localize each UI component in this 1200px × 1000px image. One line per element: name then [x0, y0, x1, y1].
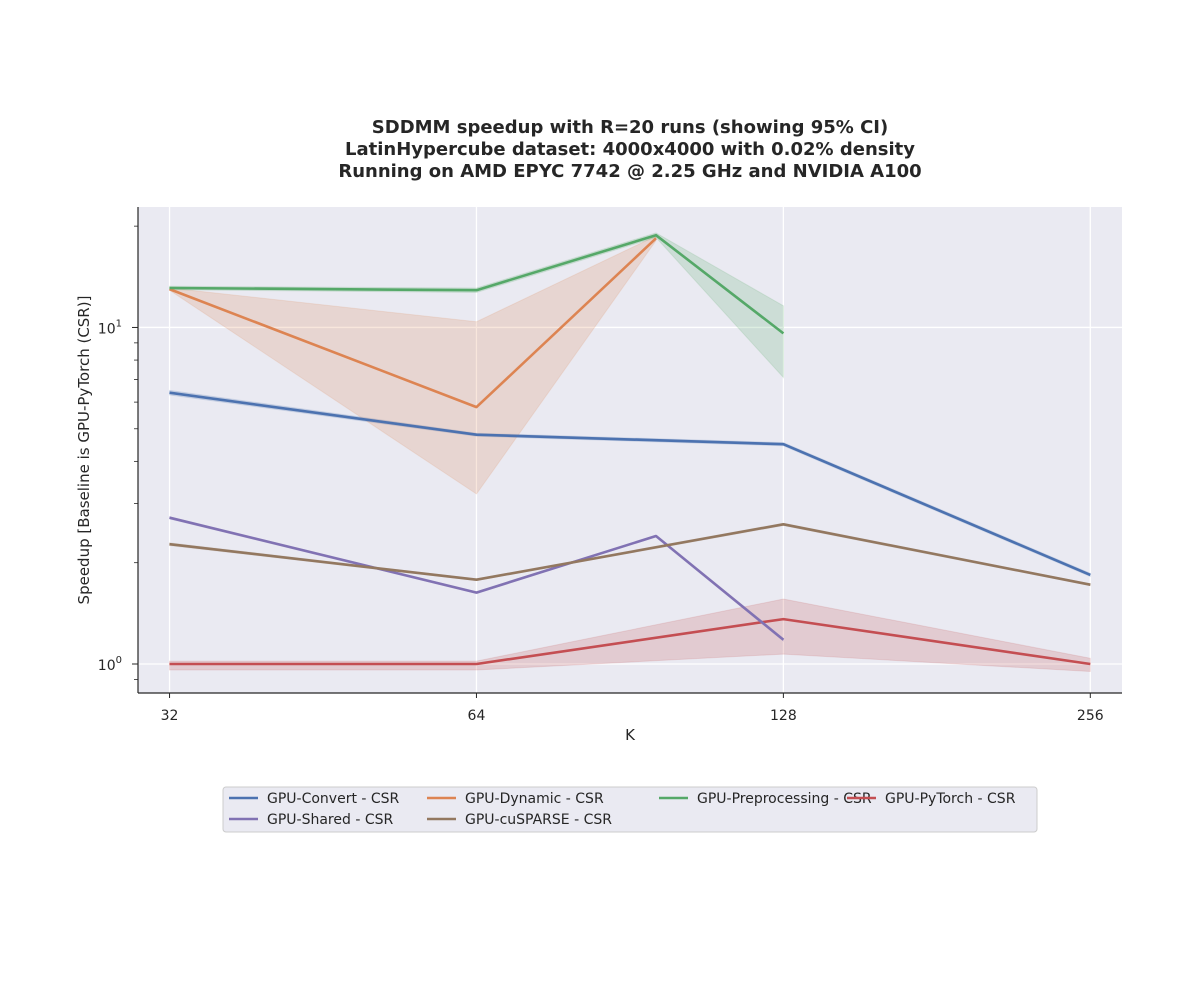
- ci-band-3: [169, 598, 1091, 673]
- legend-label-2: GPU-Preprocessing - CSR: [697, 791, 872, 807]
- series-line-0: [169, 391, 1091, 577]
- ci-band-0: [169, 389, 1091, 578]
- legend-label-4: GPU-Shared - CSR: [267, 812, 393, 828]
- chart-title: SDDMM speedup with R=20 runs (showing 95…: [338, 117, 921, 182]
- legend-label-0: GPU-Convert - CSR: [267, 791, 400, 807]
- x-ticks: 32 64 128 256: [161, 693, 1104, 724]
- x-axis-label: K: [625, 726, 636, 744]
- x-tick-label-0: 32: [161, 708, 179, 724]
- y-tick-label-1: 101: [98, 318, 122, 337]
- y-ticks: 100 101: [98, 225, 138, 680]
- y-axis-label: Speedup [Baseline is GPU-PyTorch (CSR)]: [75, 296, 93, 605]
- x-tick-label-3: 256: [1077, 708, 1104, 724]
- chart-title-line-1: SDDMM speedup with R=20 runs (showing 95…: [372, 117, 888, 138]
- axes: [137, 207, 1122, 694]
- legend-frame: [222, 786, 1038, 833]
- chart-title-line-2: LatinHypercube dataset: 4000x4000 with 0…: [345, 139, 915, 160]
- x-tick-label-2: 128: [770, 708, 797, 724]
- ci-band-2: [169, 232, 784, 379]
- series-line-3: [169, 617, 1091, 666]
- x-tick-label-1: 64: [468, 708, 486, 724]
- legend-label-3: GPU-PyTorch - CSR: [885, 791, 1016, 807]
- legend-label-5: GPU-cuSPARSE - CSR: [465, 812, 612, 828]
- series-line-2: [169, 233, 785, 335]
- chart-title-line-3: Running on AMD EPYC 7742 @ 2.25 GHz and …: [338, 161, 921, 182]
- series-line-5: [169, 522, 1091, 586]
- legend-label-1: GPU-Dynamic - CSR: [465, 791, 604, 807]
- legend: GPU-Convert - CSR GPU-Dynamic - CSR GPU-Pr…: [222, 786, 1038, 833]
- series-lines: [169, 233, 1091, 666]
- series-line-1: [169, 237, 657, 409]
- plot-area: [138, 207, 1122, 693]
- y-tick-label-0: 100: [98, 655, 122, 674]
